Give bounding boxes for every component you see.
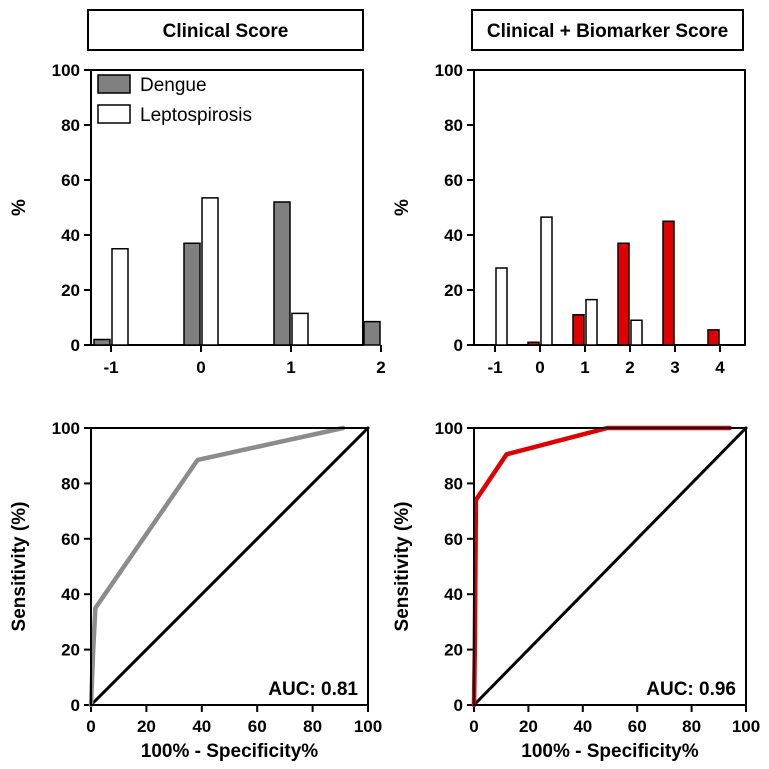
plot-frame	[90, 427, 369, 706]
bar-series-1	[585, 298, 598, 346]
bar-series-0	[707, 329, 720, 346]
x-tick-label: -1	[487, 358, 502, 377]
y-axis-label: Sensitivity (%)	[392, 502, 413, 632]
roc-chart-clinical: 0 20 40 60 80 100 Sensitivity (%) 0 20 40 60 80 100 1…	[9, 419, 382, 762]
x-tick-label: 1	[580, 358, 589, 377]
x-tick-label: 20	[519, 717, 538, 736]
x-tick-label: -1	[103, 358, 118, 377]
panel-title-box-clinical: Clinical Score	[87, 9, 364, 51]
y-tick-label: 60	[444, 530, 463, 549]
bar-chart-biomarker: 0 20 40 60 80 100% -1 0 1 2 3 4	[392, 61, 746, 377]
x-axis-label: 100% - Specificity%	[521, 741, 699, 762]
reference-diagonal-line	[89, 426, 370, 707]
x-tick-label: 60	[628, 717, 647, 736]
panel-title-box-biomarker: Clinical + Biomarker Score	[471, 9, 744, 51]
legend-swatch	[97, 74, 131, 94]
x-tick-label: 1	[286, 358, 295, 377]
roc-curve	[471, 425, 732, 708]
bar-series-1	[495, 267, 508, 346]
x-tick-label: 0	[196, 358, 205, 377]
x-tick-label: 2	[625, 358, 634, 377]
y-tick-label: 80	[444, 116, 463, 135]
x-tick-label: 100	[354, 717, 382, 736]
x-tick-label: 80	[682, 717, 701, 736]
bar-series-0	[662, 220, 675, 346]
panel-title-clinical: Clinical Score	[163, 21, 289, 42]
x-tick-label: 3	[670, 358, 679, 377]
roc-chart-biomarker: 0 20 40 60 80 100 Sensitivity (%) 0 20 40 60 80 100 1…	[392, 419, 760, 762]
x-tick-label: 60	[248, 717, 267, 736]
y-tick-label: 60	[61, 530, 80, 549]
bar-series-1	[291, 312, 309, 346]
y-tick-label: 20	[61, 641, 80, 660]
y-tick-label: 80	[444, 474, 463, 493]
plot-frame	[473, 69, 746, 346]
y-tick-label: 0	[71, 696, 80, 715]
panel-title-biomarker: Clinical + Biomarker Score	[487, 21, 728, 42]
x-tick-label: 0	[86, 717, 95, 736]
bar-series-0	[527, 341, 540, 346]
bar-series-1	[540, 216, 553, 346]
bar-series-0	[273, 201, 291, 346]
x-tick-label: 100	[732, 717, 760, 736]
bar-chart-clinical: 0 20 40 60 80 100% -1 0 1 2 Dengue Leptospirosis	[9, 61, 386, 377]
y-tick-label: 20	[444, 641, 463, 660]
y-tick-label: 60	[444, 171, 463, 190]
y-tick-label: 40	[61, 226, 80, 245]
y-tick-label: 80	[61, 474, 80, 493]
roc-curve	[88, 425, 346, 708]
legend-label: Dengue	[140, 75, 207, 96]
y-tick-label: 100	[52, 419, 80, 438]
x-tick-label: 4	[715, 358, 725, 377]
plot-frame	[473, 427, 747, 706]
y-tick-label: 0	[454, 336, 463, 355]
y-tick-label: 40	[444, 226, 463, 245]
bar-series-1	[630, 319, 643, 346]
y-tick-label: 0	[71, 336, 80, 355]
bar-series-1	[201, 197, 219, 346]
y-tick-label: 40	[61, 585, 80, 604]
x-tick-label: 0	[469, 717, 478, 736]
reference-diagonal-line	[472, 426, 748, 707]
y-tick-label: 20	[444, 281, 463, 300]
x-tick-label: 40	[573, 717, 592, 736]
plot-frame	[90, 69, 364, 346]
y-tick-label: 100	[435, 61, 463, 80]
y-tick-label: 100	[52, 61, 80, 80]
bar-series-0	[183, 242, 201, 346]
y-axis-label: Sensitivity (%)	[9, 502, 30, 632]
auc-annotation: AUC: 0.81	[268, 679, 358, 700]
x-tick-label: 40	[192, 717, 211, 736]
bar-series-0	[363, 320, 381, 346]
legend-swatch	[97, 104, 131, 124]
y-axis-label: %	[392, 199, 413, 216]
x-tick-label: 80	[303, 717, 322, 736]
y-tick-label: 60	[61, 171, 80, 190]
x-axis-label: 100% - Specificity%	[141, 741, 319, 762]
auc-annotation: AUC: 0.96	[646, 679, 736, 700]
y-tick-label: 100	[435, 419, 463, 438]
x-tick-label: 2	[376, 358, 385, 377]
y-tick-label: 20	[61, 281, 80, 300]
y-tick-label: 0	[454, 696, 463, 715]
y-tick-label: 40	[444, 585, 463, 604]
bar-series-0	[617, 242, 630, 346]
bar-series-0	[572, 314, 585, 346]
y-tick-label: 80	[61, 116, 80, 135]
x-tick-label: 0	[535, 358, 544, 377]
bar-series-1	[111, 248, 129, 346]
x-tick-label: 20	[137, 717, 156, 736]
bar-series-0	[93, 338, 111, 346]
y-axis-label: %	[9, 199, 30, 216]
legend-label: Leptospirosis	[140, 105, 252, 126]
legend: Dengue Leptospirosis	[97, 74, 252, 126]
